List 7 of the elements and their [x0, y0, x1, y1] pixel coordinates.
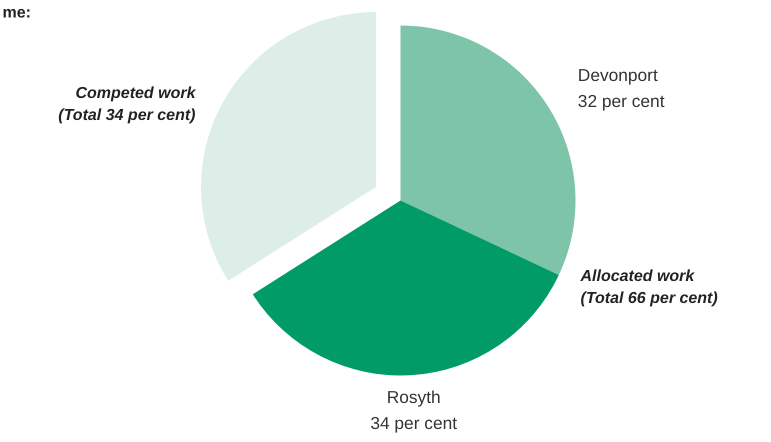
slice-label: Rosyth	[386, 387, 441, 408]
data-label: 34 per cent	[370, 413, 458, 434]
data-label: 32 per cent	[578, 90, 665, 111]
text: Competed work (Total 34 per cent)	[58, 84, 197, 124]
text: me:	[2, 4, 31, 22]
text: Allocated work (Total 66 per cent)	[580, 268, 718, 308]
slice-label: Devonport	[578, 64, 658, 85]
